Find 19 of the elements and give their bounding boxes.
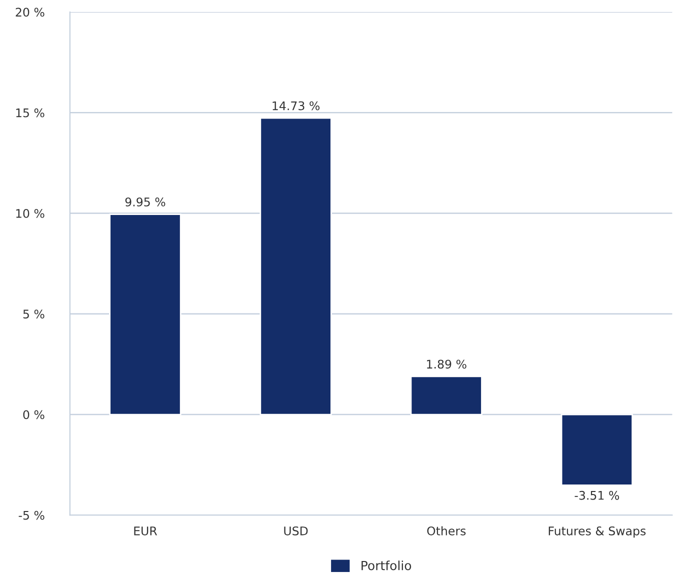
bar	[260, 117, 332, 416]
y-tick-label: 5 %	[23, 310, 44, 319]
y-tick-label: -5 %	[18, 510, 44, 520]
bar	[109, 214, 182, 416]
y-tick-label: 0 %	[23, 410, 44, 420]
bar	[410, 376, 482, 416]
x-tick-label: Others	[427, 526, 466, 536]
x-tick-label: EUR	[134, 526, 158, 536]
legend-label: Portfolio	[362, 560, 412, 570]
x-tick-label: Futures & Swaps	[548, 526, 646, 538]
y-tick-label: 10 %	[16, 208, 44, 218]
x-tick-label: USD	[284, 526, 308, 536]
data-label: 9.95 %	[125, 198, 166, 206]
data-label: -3.51 %	[574, 490, 620, 500]
bar	[560, 414, 634, 486]
data-label: 14.73 %	[272, 101, 320, 110]
y-tick-label: 15 %	[16, 108, 44, 118]
data-label: 1.89 %	[427, 360, 466, 369]
y-tick-label: 20 %	[16, 8, 44, 17]
